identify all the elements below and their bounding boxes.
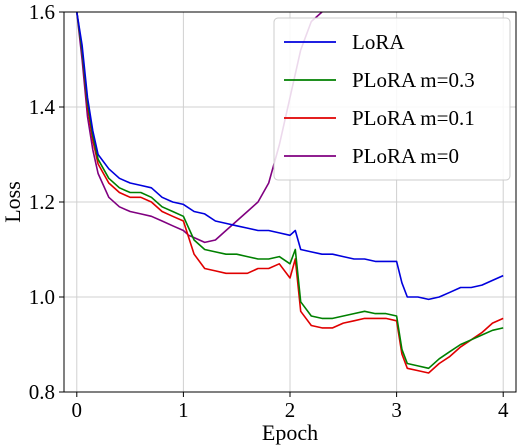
y-tick-label: 1.2 — [29, 190, 55, 214]
x-axis-label: Epoch — [262, 420, 318, 445]
legend-label: PLoRA m=0.1 — [352, 106, 475, 130]
legend-items: LoRA PLoRA m=0.3 PLoRA m=0.1 PLoRA m=0 — [284, 30, 475, 168]
legend-label: PLoRA m=0.3 — [352, 68, 475, 92]
x-tick-label: 1 — [178, 398, 189, 422]
series-layer — [76, 12, 504, 374]
series-line-plora-m-0-3 — [76, 12, 504, 370]
legend-label: PLoRA m=0 — [352, 144, 459, 168]
y-tick-label: 1.4 — [29, 95, 56, 119]
y-tick-label: 1.0 — [29, 285, 55, 309]
series-line-lora — [76, 12, 504, 301]
x-tick-label: 3 — [391, 398, 402, 422]
legend-label: LoRA — [352, 30, 405, 54]
x-tick-label: 4 — [498, 398, 509, 422]
x-tick-label: 2 — [285, 398, 296, 422]
legend: LoRA PLoRA m=0.3 PLoRA m=0.1 PLoRA m=0 — [273, 17, 511, 181]
series-line-plora-m-0-1 — [76, 12, 504, 374]
ticks: 0 1 2 3 4 0.8 1.0 1.2 1.4 1.6 — [29, 0, 509, 422]
y-tick-label: 0.8 — [29, 380, 55, 404]
legend-box — [273, 17, 511, 181]
x-tick-label: 0 — [72, 398, 83, 422]
y-axis-label: Loss — [0, 181, 25, 223]
y-tick-label: 1.6 — [29, 0, 55, 24]
